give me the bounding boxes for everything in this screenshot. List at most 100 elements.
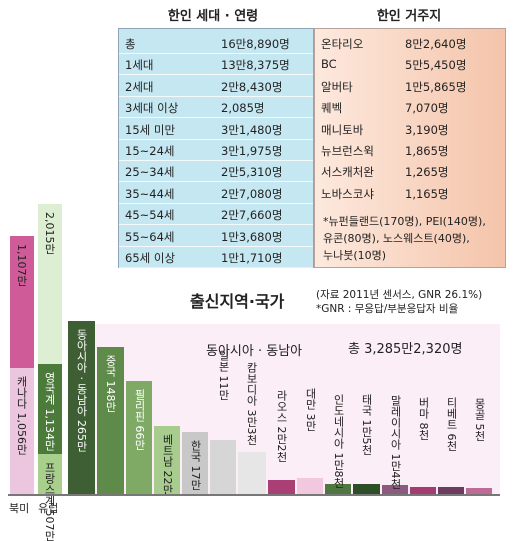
age-table-row-value: 2만8,430명: [221, 79, 283, 94]
age-table-row: 2세대 2만8,430명: [119, 76, 313, 97]
x-group-label-europe: 유럽: [38, 502, 59, 515]
age-table-row-label: 55~64세: [125, 229, 175, 244]
bar-country: [268, 480, 295, 494]
age-table-row-value: 2만7,660명: [221, 208, 283, 223]
age-table-row-label: 45~54세: [125, 208, 175, 223]
age-table-row-value: 3만1,975명: [221, 144, 283, 158]
age-table-row-value: 13만8,375명: [221, 58, 290, 73]
bar-label: 한국 17만: [189, 440, 202, 491]
residence-table-row: BC 5만5,450명: [315, 54, 505, 75]
age-table-row-label: 25~34세: [125, 165, 175, 180]
residence-table-row: 서스캐처완 1,265명: [315, 161, 505, 182]
residence-note-line: *뉴펀들랜드(170명), PEI(140명),: [323, 215, 486, 228]
bar-label: 베트남 22만: [161, 434, 174, 496]
bar-country: [438, 487, 464, 494]
bar-country: [410, 487, 436, 494]
age-table-row-value: 16만8,890명: [221, 37, 290, 51]
age-table-row-value: 2,085명: [221, 101, 265, 116]
x-axis-line: [8, 494, 500, 496]
bar-label: 캐나다 1,056만: [15, 376, 28, 456]
residence-table-row-value: 5만5,450명: [405, 58, 467, 73]
bar-label: 동아시아 · 동남아 265만: [75, 329, 88, 452]
chart-source: (자료 2011년 센서스, GNR 26.1%): [316, 289, 483, 301]
age-table-row: 15세 미만 3만1,480명: [119, 119, 313, 140]
residence-table-row: 노바스코샤 1,165명: [315, 183, 505, 204]
residence-table-row-label: BC: [321, 57, 337, 72]
age-table-row: 1세대 13만8,375명: [119, 54, 313, 76]
age-table-row-value: 2만7,080명: [221, 186, 283, 201]
age-table-row-value: 3만1,480명: [221, 122, 283, 137]
age-table-row-label: 2세대: [125, 79, 154, 94]
bar-label: 일본 11만: [217, 350, 230, 401]
bar-north-america-segment: [10, 236, 34, 369]
bar-country: [325, 484, 351, 494]
age-table: 총 16만8,890명 1세대 13만8,375명 2세대 2만8,430명 3세대 이상 2…: [118, 28, 314, 268]
residence-table-row: 뉴브런스윅 1,865명: [315, 140, 505, 161]
age-table-row-divider: [119, 95, 313, 97]
age-table-row-label: 15~24세: [125, 144, 175, 158]
residence-table-row-value: 1,865명: [405, 144, 449, 158]
residence-table-row-value: 1만5,865명: [405, 79, 467, 94]
age-table-row: 55~64세 1만3,680명: [119, 226, 313, 247]
bar-label: 티베트 6천: [445, 397, 458, 452]
residence-table-row-value: 7,070명: [405, 101, 449, 116]
chart-note: *GNR : 무응답/부분응답자 비율: [316, 303, 459, 315]
age-table-row-value: 2만5,310명: [221, 165, 283, 180]
age-table-row-divider: [119, 224, 313, 226]
residence-table-row-label: 서스캐처완: [321, 165, 374, 180]
age-table-row-value: 1만3,680명: [221, 229, 283, 244]
residence-table-title: 한인 거주지: [376, 9, 442, 24]
residence-table-row-value: 1,265명: [405, 165, 449, 180]
residence-table-row-label: 뉴브런스윅: [321, 144, 374, 158]
bar-label: 필리핀 66만: [133, 389, 146, 451]
age-table-row: 총 16만8,890명: [119, 33, 313, 54]
region-label: 동아시아 · 동남아: [206, 344, 303, 359]
residence-table-row-value: 3,190명: [405, 122, 449, 137]
residence-table-row: 알버타 1만5,865명: [315, 76, 505, 97]
bar-label: 영국계 1,134만: [43, 371, 56, 451]
chart-title: 출신지역·국가: [190, 292, 285, 311]
residence-table-row-value: 1,165명: [405, 186, 449, 201]
bar-country: [238, 452, 266, 494]
bar-europe-segment: [38, 204, 62, 364]
residence-table-row: 온타리오 8만2,640명: [315, 33, 505, 54]
age-table-row-label: 65세 이상: [125, 251, 176, 265]
age-table-row-label: 1세대: [125, 58, 154, 73]
age-table-row-divider: [119, 74, 313, 76]
bar-country: [210, 440, 236, 494]
residence-table-row: 매니토바 3,190명: [315, 119, 505, 140]
age-table-row: 65세 이상 1만1,710명: [119, 247, 313, 268]
age-table-title: 한인 세대 · 연령: [167, 9, 259, 24]
bar-label: 2,015만: [43, 212, 56, 255]
age-table-row: 25~34세 2만5,310명: [119, 161, 313, 183]
age-table-row-label: 35~44세: [125, 186, 175, 201]
age-table-row-label: 15세 미만: [125, 122, 176, 137]
residence-table-row-label: 매니토바: [321, 122, 364, 137]
bar-label: 말레이시아 1만4천: [389, 395, 402, 490]
age-table-row-label: 3세대 이상: [125, 101, 179, 116]
age-table-row-divider: [119, 117, 313, 119]
age-table-row-label: 총: [125, 37, 136, 51]
age-table-row: 45~54세 2만7,660명: [119, 204, 313, 226]
bar-label: 인도네시아 1만8천: [332, 394, 345, 489]
residence-table-row-label: 노바스코샤: [321, 186, 374, 201]
bar-label: 프랑스계 507만: [43, 461, 56, 541]
bar-country: [154, 426, 180, 494]
bar-label: 대만 3만: [304, 388, 317, 432]
residence-table-row-label: 퀘벡: [321, 101, 343, 116]
age-table-row-divider: [119, 138, 313, 140]
residence-table-row-value: 8만2,640명: [405, 37, 467, 51]
age-table-row: 35~44세 2만7,080명: [119, 183, 313, 204]
bar-label: 1,107만: [15, 244, 28, 287]
bar-label: 캄보디아 3만3천: [245, 362, 258, 446]
age-table-row-value: 1만1,710명: [221, 251, 283, 265]
bar-europe-segment: [38, 453, 62, 494]
age-table-row: 15~24세 3만1,975명: [119, 140, 313, 161]
bar-label: 몽골 5천: [473, 398, 486, 442]
x-group-label-north-america: 북미: [9, 502, 30, 515]
age-table-row-divider: [119, 202, 313, 204]
bar-label: 중국 148만: [104, 355, 117, 413]
bar-country: [297, 478, 323, 494]
